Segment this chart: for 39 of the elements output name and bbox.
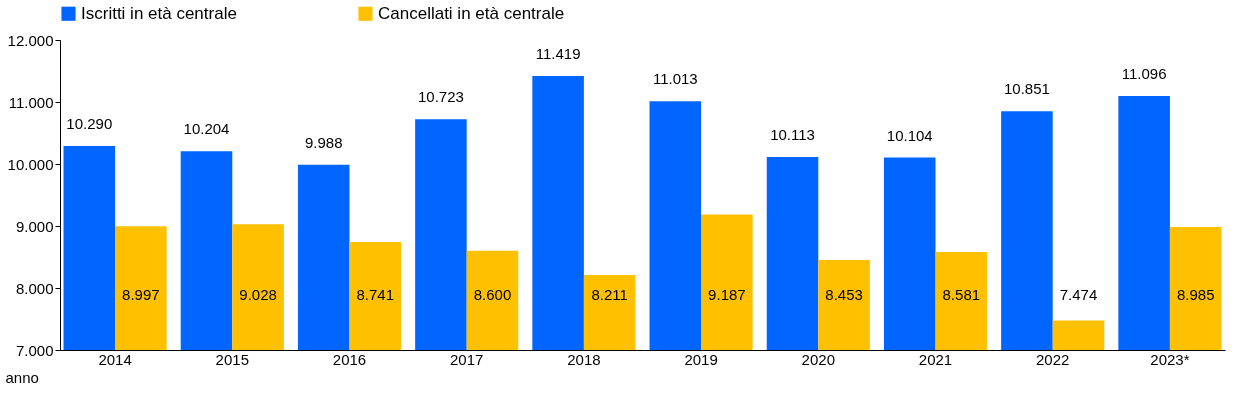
x-axis-title: anno: [5, 368, 39, 386]
data-label: 8.997: [122, 286, 160, 303]
data-label: 9.187: [708, 286, 746, 303]
y-tick-label: 9.000: [15, 217, 54, 235]
data-label: 8.600: [473, 286, 512, 303]
data-label: 10.113: [770, 125, 815, 143]
data-label: 10.204: [183, 120, 230, 138]
data-label: 9.988: [304, 133, 343, 151]
data-label: 8.453: [825, 286, 863, 303]
data-label: 7.474: [1059, 286, 1098, 303]
data-label: 11.419: [535, 45, 581, 63]
data-label: 10.290: [66, 115, 113, 133]
x-tick-label: 2020: [801, 350, 835, 368]
x-tick-label: 2019: [684, 350, 718, 368]
data-label: 10.851: [1003, 80, 1050, 98]
data-label: 11.013: [652, 70, 698, 88]
x-tick-label: 2016: [332, 350, 367, 368]
data-label: 8.581: [942, 286, 981, 303]
legend-label: Iscritti in età centrale: [81, 3, 237, 23]
x-tick-label: 2021: [918, 350, 953, 368]
y-tick-label: 10.000: [7, 155, 54, 173]
data-label: 11.096: [1121, 65, 1167, 83]
y-tick-label: 12.000: [7, 31, 54, 49]
y-tick-label: 8.000: [15, 279, 54, 297]
data-label: 8.211: [591, 286, 628, 303]
x-tick-label: 2022: [1036, 350, 1070, 368]
data-label: 8.741: [356, 286, 395, 303]
y-tick-label: 11.000: [8, 93, 54, 111]
data-label: 10.104: [886, 126, 933, 144]
x-tick-label: 2015: [215, 350, 249, 368]
x-tick-label: 2018: [567, 350, 601, 368]
data-label: 8.985: [1176, 286, 1215, 303]
x-tick-label: 2014: [98, 350, 132, 368]
legend-label: Cancellati in età centrale: [378, 3, 565, 23]
data-label: 9.028: [239, 286, 277, 303]
x-tick-label: 2023*: [1150, 350, 1190, 368]
data-label: 10.723: [417, 88, 464, 106]
x-tick-label: 2017: [450, 350, 484, 368]
y-tick-label: 7.000: [15, 341, 54, 359]
